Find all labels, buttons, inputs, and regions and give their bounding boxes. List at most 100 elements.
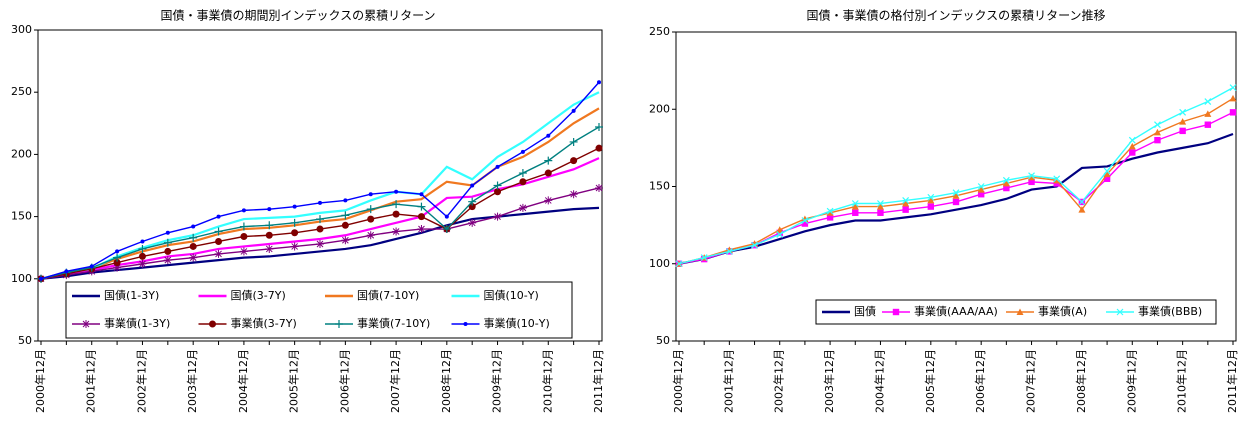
- marker: [597, 80, 601, 85]
- y-tick-label: 300: [11, 23, 32, 36]
- marker: [216, 214, 221, 219]
- marker: [1179, 118, 1187, 125]
- marker: [267, 207, 272, 212]
- x-tick-label: 2003年12月: [185, 349, 199, 413]
- marker: [544, 156, 553, 165]
- legend-label: 事業債(A): [1038, 304, 1087, 318]
- legend-label: 事業債(1-3Y): [104, 316, 170, 330]
- x-tick-label: 2007年12月: [388, 349, 402, 413]
- y-tick-label: 150: [649, 180, 670, 193]
- marker: [239, 222, 248, 231]
- marker: [1204, 98, 1212, 105]
- marker: [366, 231, 375, 240]
- marker: [1103, 170, 1111, 178]
- marker: [1154, 121, 1161, 129]
- marker: [518, 203, 527, 212]
- chart-title: 国債・事業債の期間別インデックスの累積リターン: [160, 8, 435, 23]
- marker: [394, 189, 399, 194]
- marker: [209, 320, 216, 328]
- y-tick-label: 100: [11, 272, 32, 285]
- y-tick-label: 250: [11, 85, 32, 98]
- legend-label: 事業債(AAA/AA): [914, 304, 998, 318]
- y-tick-label: 50: [656, 334, 670, 347]
- marker: [64, 269, 69, 274]
- marker: [595, 183, 603, 192]
- y-tick-label: 200: [649, 102, 670, 115]
- x-tick-label: 2003年12月: [822, 349, 836, 413]
- marker: [1103, 167, 1111, 175]
- marker: [265, 221, 274, 230]
- marker: [241, 208, 246, 213]
- marker: [700, 254, 708, 261]
- marker: [392, 210, 400, 218]
- marker: [852, 209, 859, 216]
- marker: [1103, 175, 1111, 182]
- marker: [392, 227, 401, 236]
- marker: [493, 212, 502, 221]
- marker: [494, 188, 502, 196]
- marker: [468, 197, 477, 206]
- plot-area: [675, 31, 1237, 342]
- marker: [851, 203, 859, 210]
- y-tick-label: 50: [18, 334, 32, 347]
- marker: [115, 249, 120, 254]
- marker: [725, 247, 733, 255]
- marker: [876, 203, 884, 210]
- marker: [341, 236, 350, 245]
- x-tick-label: 2001年12月: [84, 349, 98, 413]
- marker: [952, 198, 960, 206]
- legend-label: 事業債(7-10Y): [357, 316, 430, 330]
- marker: [239, 247, 248, 256]
- marker: [163, 256, 172, 265]
- marker: [977, 191, 985, 198]
- marker: [977, 183, 985, 190]
- marker: [595, 123, 603, 132]
- y-tick-label: 250: [649, 25, 670, 38]
- y-tick-label: 200: [11, 147, 32, 160]
- marker: [290, 242, 299, 251]
- x-tick-label: 2009年12月: [1124, 349, 1138, 413]
- marker: [877, 200, 884, 207]
- marker: [164, 247, 172, 255]
- marker: [163, 238, 172, 247]
- marker: [343, 198, 348, 203]
- marker: [341, 221, 349, 229]
- marker: [801, 220, 809, 227]
- marker: [39, 276, 43, 281]
- x-tick-label: 2001年12月: [721, 349, 735, 413]
- marker: [89, 264, 94, 269]
- series-line: [40, 206, 600, 280]
- marker: [240, 233, 248, 241]
- marker: [801, 217, 809, 224]
- marker: [367, 215, 375, 223]
- marker: [902, 199, 910, 207]
- marker: [751, 241, 758, 249]
- legend-label: 国債(7-10Y): [357, 288, 419, 302]
- marker: [520, 149, 525, 154]
- marker: [1028, 178, 1035, 186]
- x-tick-label: 2010年12月: [1175, 349, 1189, 413]
- marker: [366, 205, 375, 214]
- chart-title: 国債・事業債の格付別インデックスの累積リターン推移: [806, 8, 1105, 23]
- marker: [877, 209, 884, 216]
- marker: [318, 200, 322, 205]
- marker: [291, 229, 299, 237]
- marker: [1129, 149, 1136, 156]
- marker: [776, 226, 784, 233]
- marker: [1154, 136, 1161, 144]
- marker: [1204, 121, 1212, 128]
- marker: [113, 263, 122, 272]
- marker: [316, 225, 324, 233]
- marker: [470, 183, 475, 188]
- marker: [927, 193, 935, 201]
- x-tick-label: 2006年12月: [973, 349, 987, 413]
- marker: [417, 202, 426, 211]
- marker: [1128, 142, 1136, 150]
- marker: [902, 206, 909, 213]
- marker: [113, 259, 121, 267]
- marker: [392, 200, 401, 209]
- x-tick-label: 2004年12月: [872, 349, 886, 413]
- x-tick-label: 2000年12月: [671, 349, 685, 413]
- series-line: [678, 132, 1234, 265]
